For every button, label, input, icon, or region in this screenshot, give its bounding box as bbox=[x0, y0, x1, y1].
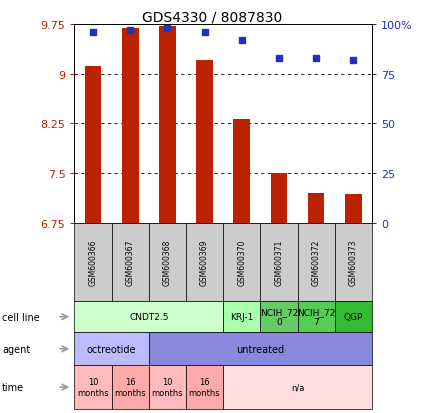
Text: GSM600370: GSM600370 bbox=[237, 239, 246, 285]
Text: CNDT2.5: CNDT2.5 bbox=[129, 313, 168, 321]
Text: n/a: n/a bbox=[291, 383, 304, 392]
Text: GSM600372: GSM600372 bbox=[312, 239, 320, 285]
Text: GSM600369: GSM600369 bbox=[200, 239, 209, 285]
Text: GDS4330 / 8087830: GDS4330 / 8087830 bbox=[142, 10, 283, 24]
Text: agent: agent bbox=[2, 344, 30, 354]
Bar bbox=[233, 119, 250, 223]
Text: 16
months: 16 months bbox=[114, 377, 146, 397]
Text: QGP: QGP bbox=[343, 313, 363, 321]
Text: octreotide: octreotide bbox=[87, 344, 136, 354]
Text: GSM600371: GSM600371 bbox=[275, 239, 283, 285]
Bar bbox=[159, 27, 176, 223]
Bar bbox=[196, 60, 213, 223]
Text: 10
months: 10 months bbox=[77, 377, 109, 397]
Bar bbox=[345, 195, 362, 223]
Text: GSM600373: GSM600373 bbox=[349, 239, 358, 285]
Text: KRJ-1: KRJ-1 bbox=[230, 313, 253, 321]
Bar bbox=[122, 29, 139, 223]
Text: time: time bbox=[2, 382, 24, 392]
Bar bbox=[85, 66, 101, 223]
Text: NCIH_72
0: NCIH_72 0 bbox=[260, 307, 298, 327]
Text: cell line: cell line bbox=[2, 312, 40, 322]
Text: 16
months: 16 months bbox=[189, 377, 220, 397]
Text: GSM600368: GSM600368 bbox=[163, 239, 172, 285]
Text: GSM600366: GSM600366 bbox=[88, 239, 97, 285]
Bar bbox=[308, 193, 324, 223]
Text: NCIH_72
7: NCIH_72 7 bbox=[297, 307, 335, 327]
Text: untreated: untreated bbox=[236, 344, 284, 354]
Bar bbox=[271, 173, 287, 223]
Text: GSM600367: GSM600367 bbox=[126, 239, 135, 285]
Text: 10
months: 10 months bbox=[152, 377, 183, 397]
